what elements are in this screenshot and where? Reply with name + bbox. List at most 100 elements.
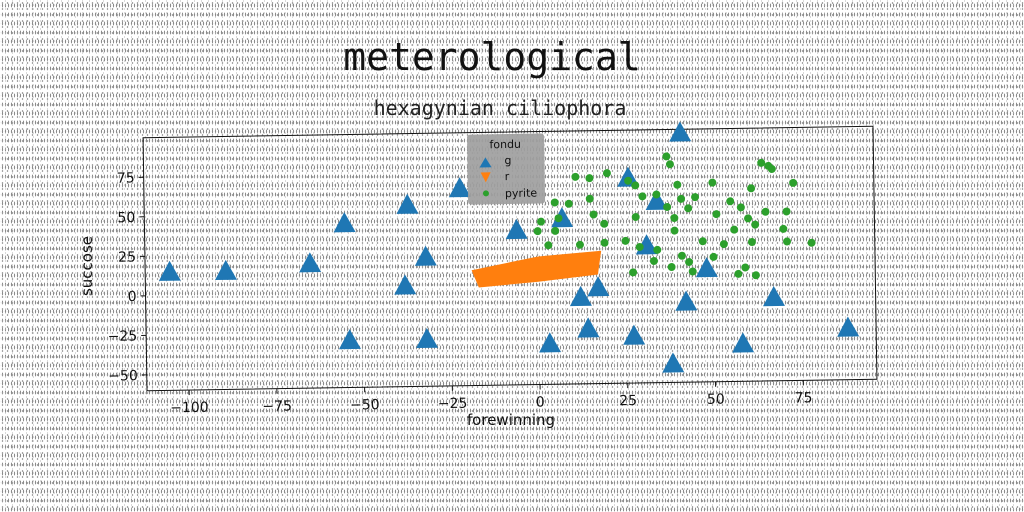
series-g-point-5 [333, 212, 355, 232]
series-pyrite-point-11 [708, 179, 716, 187]
series-pyrite-point-36 [551, 227, 559, 235]
series-pyrite-point-19 [551, 198, 559, 206]
series-pyrite-point-2 [757, 159, 765, 167]
series-pyrite-point-12 [747, 184, 755, 192]
legend-title: fondu [489, 138, 521, 151]
series-pyrite-point-53 [650, 257, 658, 265]
series-g-point-24 [837, 316, 859, 336]
series-pyrite-point-17 [691, 193, 699, 201]
series-pyrite-point-26 [782, 207, 790, 215]
x-axis-label: forewinning [467, 411, 555, 429]
series-g-point-12 [159, 261, 181, 281]
series-pyrite-point-55 [709, 253, 717, 261]
series-pyrite-point-16 [677, 195, 685, 203]
series-g-point-9 [415, 245, 437, 265]
series-g-point-22 [623, 324, 645, 344]
series-g-point-21 [416, 328, 438, 348]
series-pyrite-point-5 [603, 169, 611, 177]
series-pyrite-point-39 [751, 221, 759, 229]
y-tick-label-1: −25 [108, 329, 138, 345]
chart-suptitle: meterological [343, 35, 640, 79]
legend-label-r: r [505, 170, 510, 183]
x-tick-label-3: −25 [438, 396, 468, 412]
series-pyrite-point-40 [779, 225, 787, 233]
series-g-point-26 [662, 352, 684, 372]
legend-label-g: g [504, 154, 511, 167]
series-pyrite-point-10 [673, 181, 681, 189]
series-pyrite-point-30 [600, 220, 608, 228]
x-tick-label-5: 25 [619, 393, 637, 409]
series-pyrite-point-23 [684, 204, 692, 212]
series-pyrite-point-48 [699, 237, 707, 245]
series-pyrite-point-21 [586, 195, 594, 203]
chart-title: hexagynian ciliophora [374, 96, 627, 120]
series-pyrite-point-33 [712, 210, 720, 218]
series-pyrite-point-59 [629, 268, 637, 276]
legend-label-pyrite: pyrite [505, 187, 538, 201]
x-tick-label-7: 75 [794, 390, 812, 406]
series-pyrite-point-27 [537, 218, 545, 226]
x-tick-label-1: −75 [262, 398, 292, 414]
series-pyrite-point-57 [741, 263, 749, 271]
series-pyrite-point-51 [783, 237, 791, 245]
series-pyrite-point-49 [720, 240, 728, 248]
series-g-point-10 [299, 252, 321, 272]
series-pyrite-point-47 [678, 252, 686, 260]
series-pyrite-point-38 [730, 226, 738, 234]
series-pyrite-point-14 [638, 192, 646, 200]
y-axis-label: succose [78, 236, 96, 296]
series-g-point-20 [339, 329, 361, 349]
series-pyrite-point-52 [808, 239, 816, 247]
series-pyrite-point-56 [668, 263, 676, 271]
y-tick-label-5: 75 [117, 170, 135, 186]
series-pyrite-point-25 [761, 208, 769, 216]
axes: −100 −75 −50 −25 0 25 50 75 −50 −25 0 25 50 75 [105, 160, 813, 417]
series-g-point-15 [587, 276, 609, 296]
series-pyrite-point-24 [737, 203, 745, 211]
series-g-point-23 [539, 332, 561, 352]
series-pyrite-point-1 [666, 160, 674, 168]
series-pyrite-point-44 [621, 237, 629, 245]
series-pyrite-point-29 [589, 210, 597, 218]
series-g-point-14 [394, 274, 416, 294]
series-r-polygon [471, 251, 601, 288]
series-pyrite-point-18 [726, 197, 734, 205]
x-tick-label-4: 0 [536, 394, 545, 410]
series-g-point-17 [675, 290, 697, 310]
series-pyrite-point-34 [744, 214, 752, 222]
series-pyrite-point-43 [600, 239, 608, 247]
series-pyrite-point-37 [670, 227, 678, 235]
y-tick-label-3: 25 [118, 249, 136, 265]
series-pyrite-point-32 [670, 214, 678, 222]
x-tick-label-6: 50 [707, 392, 725, 408]
legend: fondu g r pyrite [467, 133, 545, 204]
series-pyrite-point-50 [748, 238, 756, 246]
series-pyrite-point-20 [565, 200, 573, 208]
series-g-point-25 [732, 332, 754, 352]
series-g-point-11 [215, 260, 237, 280]
series-g-point-19 [577, 317, 599, 337]
series-pyrite-point-6 [585, 174, 593, 182]
series-pyrite-point-54 [685, 258, 693, 266]
series-pyrite-point-13 [789, 179, 797, 187]
series-g-point-18 [763, 286, 785, 306]
y-tick-label-4: 50 [117, 210, 135, 226]
y-tick-label-0: −50 [108, 368, 138, 384]
x-tick-label-2: −50 [350, 397, 380, 413]
series-pyrite-point-61 [752, 271, 760, 279]
y-tick-label-2: 0 [128, 289, 137, 305]
x-tick-label-0: −100 [170, 400, 209, 417]
series-pyrite-point-7 [571, 173, 579, 181]
series-pyrite-point-31 [632, 213, 640, 221]
series-pyrite-point-60 [734, 270, 742, 278]
plot-area: −100 −75 −50 −25 0 25 50 75 −50 −25 0 25 50 75 fondu … [104, 118, 877, 417]
series-pyrite-point-0 [662, 152, 670, 160]
series-g-point-7 [505, 219, 527, 239]
series-g-point-1 [449, 177, 471, 197]
series-pyrite-point-58 [689, 267, 697, 275]
series-g-point-0 [669, 121, 691, 141]
series-pyrite-point-35 [534, 227, 542, 235]
series-pyrite-point-42 [576, 241, 584, 249]
series-g-point-4 [396, 194, 418, 214]
